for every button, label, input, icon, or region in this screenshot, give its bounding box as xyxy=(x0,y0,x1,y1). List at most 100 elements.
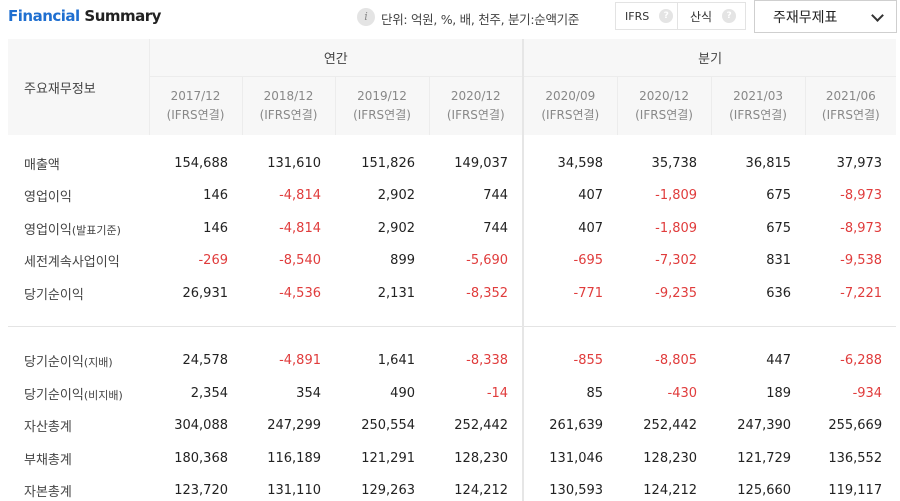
period-basis: (IFRS연결) xyxy=(166,107,225,122)
value-cell: 899 xyxy=(390,253,415,269)
period-header: 2019/12 (IFRS연결) xyxy=(334,76,429,135)
value-cell: -4,814 xyxy=(279,220,321,236)
value-cell: -269 xyxy=(198,253,228,269)
chevron-down-icon xyxy=(871,9,884,22)
value-cell: 26,931 xyxy=(182,285,229,301)
value-cell: 146 xyxy=(203,188,228,204)
value-cell: 151,826 xyxy=(361,155,415,171)
row-label-text: 영업이익 xyxy=(24,222,72,238)
row-label-suffix: (비지배) xyxy=(83,388,123,402)
row-label: 영업이익(발표기준) xyxy=(8,212,149,245)
value-cell: -855 xyxy=(522,344,618,377)
row-label-text: 자본총계 xyxy=(24,485,72,501)
value-cell: 34,598 xyxy=(522,147,618,180)
value-cell: 124,212 xyxy=(643,483,698,499)
value-cell: 121,291 xyxy=(361,450,415,466)
period-date: 2020/12 xyxy=(450,88,501,103)
group-quarterly: 분기 xyxy=(522,39,897,77)
value-cell: 744 xyxy=(483,188,509,204)
value-cell: 252,442 xyxy=(454,418,509,434)
value-cell: 252,442 xyxy=(643,418,698,434)
value-cell: 2,902 xyxy=(377,220,415,236)
period-header: 2021/06 (IFRS연결) xyxy=(804,76,897,135)
period-header: 2018/12 (IFRS연결) xyxy=(241,76,335,135)
value-cell: 744 xyxy=(483,220,509,236)
value-cell: 123,720 xyxy=(174,483,228,499)
value-cell: 131,610 xyxy=(267,155,321,171)
value-cell: 180,368 xyxy=(174,450,228,466)
period-header: 2021/03 (IFRS연결) xyxy=(710,76,806,135)
statement-type-select[interactable]: 주재무제표 xyxy=(754,0,897,33)
info-icon[interactable]: i xyxy=(357,8,375,26)
value-cell: -14 xyxy=(486,385,509,401)
table-row: 영업이익(발표기준) 146 -4,814 2,902 744 407 -1,809 675 -… xyxy=(8,212,896,245)
value-cell: 128,230 xyxy=(454,450,509,466)
value-cell: 130,593 xyxy=(522,474,618,501)
value-cell: 1,641 xyxy=(377,353,415,369)
ifrs-help-icon[interactable]: ? xyxy=(659,9,674,23)
value-cell: -9,235 xyxy=(655,285,698,301)
value-cell: 831 xyxy=(766,253,792,269)
row-label-text: 부채총계 xyxy=(24,452,72,468)
value-cell: 35,738 xyxy=(651,155,698,171)
value-cell: 128,230 xyxy=(643,450,698,466)
value-cell: -5,690 xyxy=(466,253,509,269)
value-cell: 490 xyxy=(390,385,415,401)
period-basis: (IFRS연결) xyxy=(821,107,880,122)
period-basis: (IFRS연결) xyxy=(729,107,787,122)
value-cell: 354 xyxy=(296,385,321,401)
table-row: 당기순이익(지배) 24,578 -4,891 1,641 -8,338 -855 -8,8… xyxy=(8,344,896,377)
row-label: 세전계속사업이익 xyxy=(8,245,149,278)
value-cell: 2,354 xyxy=(190,385,228,401)
value-cell: 2,131 xyxy=(377,285,415,301)
value-cell: -8,973 xyxy=(840,220,883,236)
row-label: 부채총계 xyxy=(8,442,149,475)
row-label-text: 당기순이익 xyxy=(24,355,84,371)
value-cell: -1,809 xyxy=(655,220,698,236)
value-cell: -8,540 xyxy=(279,253,321,269)
period-basis: (IFRS연결) xyxy=(635,107,693,122)
period-basis: (IFRS연결) xyxy=(353,107,411,122)
value-cell: 119,117 xyxy=(828,483,883,499)
table-row: 당기순이익 26,931 -4,536 2,131 -8,352 -771 -9,235 63… xyxy=(8,277,896,310)
value-cell: 131,046 xyxy=(522,442,618,475)
value-cell: 675 xyxy=(766,188,792,204)
summary-header: Financial Summary i 단위: 억원, %, 배, 천주, 분기… xyxy=(0,0,900,36)
value-cell: -7,302 xyxy=(655,253,698,269)
period-header: 2020/09 (IFRS연결) xyxy=(522,76,618,135)
value-cell: -6,288 xyxy=(840,353,883,369)
value-cell: -8,973 xyxy=(840,188,883,204)
row-label-text: 당기순이익 xyxy=(24,287,84,303)
value-cell: 250,554 xyxy=(361,418,415,434)
table-row: 자본총계 123,720 131,110 129,263 124,212 130,593 1… xyxy=(8,474,896,501)
select-value: 주재무제표 xyxy=(773,9,838,26)
value-cell: -4,891 xyxy=(279,353,321,369)
ifrs-button[interactable]: IFRS ? xyxy=(615,2,678,30)
value-cell: 136,552 xyxy=(828,450,883,466)
value-cell: 407 xyxy=(522,212,618,245)
value-cell: -934 xyxy=(852,385,883,401)
period-date: 2021/03 xyxy=(733,88,783,103)
value-cell: 675 xyxy=(766,220,792,236)
value-cell: -1,809 xyxy=(655,188,698,204)
value-cell: 85 xyxy=(522,377,618,410)
value-cell: 146 xyxy=(203,220,228,236)
formula-help-icon[interactable]: ? xyxy=(722,9,737,23)
row-label-text: 영업이익 xyxy=(24,190,72,206)
period-header: 2020/12 (IFRS연결) xyxy=(616,76,712,135)
period-date: 2017/12 xyxy=(170,88,221,103)
period-basis: (IFRS연결) xyxy=(446,107,505,122)
value-cell: -8,352 xyxy=(466,285,509,301)
value-cell: -8,805 xyxy=(655,353,698,369)
table-row: 자산총계 304,088 247,299 250,554 252,442 261,639 2… xyxy=(8,409,896,442)
value-cell: 2,902 xyxy=(377,188,415,204)
formula-button[interactable]: 산식 ? xyxy=(678,2,746,30)
period-date: 2019/12 xyxy=(357,88,407,103)
value-cell: 116,189 xyxy=(267,450,321,466)
value-cell: 447 xyxy=(766,353,792,369)
row-label: 매출액 xyxy=(8,147,149,180)
value-cell: 247,390 xyxy=(737,418,792,434)
value-cell: 129,263 xyxy=(361,483,415,499)
period-header: 2017/12 (IFRS연결) xyxy=(148,76,242,135)
value-cell: -771 xyxy=(522,277,618,310)
